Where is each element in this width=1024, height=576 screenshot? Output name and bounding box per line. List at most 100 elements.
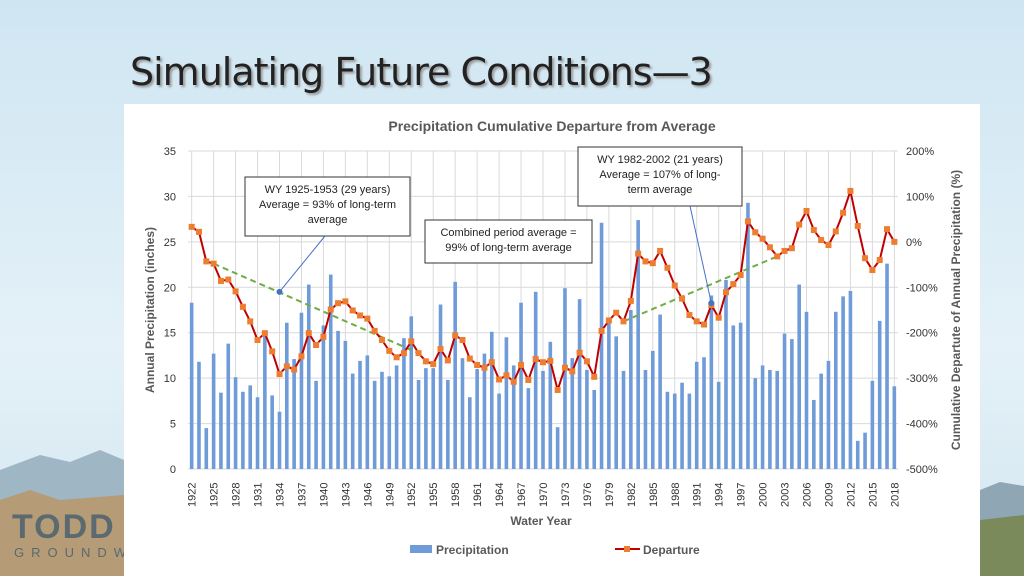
annotation-box xyxy=(577,146,743,207)
y-axis-title: Annual Precipitation (inches) xyxy=(143,227,157,393)
y-tick-label: 30 xyxy=(164,191,176,203)
departure-marker xyxy=(818,237,825,244)
departure-marker xyxy=(686,311,693,318)
departure-marker xyxy=(803,207,810,214)
x-tick-label: 1946 xyxy=(362,483,374,507)
precip-bar xyxy=(585,369,589,469)
departure-marker xyxy=(210,260,217,267)
precip-bar xyxy=(504,337,509,469)
precip-bar xyxy=(724,280,728,469)
precip-bar xyxy=(446,379,450,469)
departure-marker xyxy=(466,355,473,362)
precip-bar xyxy=(621,370,626,469)
departure-marker xyxy=(430,361,437,368)
precip-bar xyxy=(555,427,560,469)
precip-bar xyxy=(468,397,472,469)
precip-bar xyxy=(526,388,531,469)
precip-bar xyxy=(226,343,231,469)
departure-marker xyxy=(620,318,627,325)
departure-marker xyxy=(283,363,290,370)
precip-bar xyxy=(812,399,816,469)
x-tick-label: 1970 xyxy=(538,483,550,507)
x-tick-label: 1928 xyxy=(231,483,243,507)
departure-marker xyxy=(349,307,356,314)
precip-bar xyxy=(204,428,209,469)
y-tick-label: 10 xyxy=(164,373,176,385)
precip-bar xyxy=(358,360,362,469)
departure-marker xyxy=(642,258,649,265)
departure-marker xyxy=(496,376,503,383)
precip-bar xyxy=(629,310,633,469)
precip-bar xyxy=(833,311,838,469)
precip-bar xyxy=(189,302,194,469)
departure-marker xyxy=(796,221,803,228)
departure-marker xyxy=(291,366,298,373)
x-tick-label: 2000 xyxy=(758,483,770,507)
precip-bar xyxy=(643,369,648,469)
annotation-text: Average = 93% of long-term xyxy=(259,199,396,211)
departure-marker xyxy=(488,359,495,366)
annotation-text: WY 1982-2002 (21 years) xyxy=(597,154,723,166)
departure-marker xyxy=(759,235,766,242)
departure-marker xyxy=(781,247,788,254)
departure-marker xyxy=(635,250,642,257)
precip-bar xyxy=(497,393,501,469)
departure-marker xyxy=(583,358,590,365)
precip-bar xyxy=(577,299,582,469)
x-tick-label: 1985 xyxy=(648,483,660,507)
precip-bar xyxy=(475,369,479,469)
annotation-arrow xyxy=(689,205,712,304)
annotation-text: 99% of long-term average xyxy=(445,242,572,254)
x-tick-label: 1922 xyxy=(187,483,199,507)
x-tick-label: 1943 xyxy=(340,483,352,507)
departure-marker xyxy=(276,371,283,378)
departure-marker xyxy=(613,309,620,316)
trend-line xyxy=(213,262,419,355)
departure-marker xyxy=(569,368,576,375)
departure-marker xyxy=(320,333,327,340)
precip-bar xyxy=(402,338,406,469)
annotation-text: average xyxy=(308,214,348,226)
precip-bar xyxy=(380,371,384,469)
precip-bar xyxy=(416,379,421,469)
precip-bar xyxy=(365,355,370,469)
precip-bar xyxy=(328,274,333,469)
departure-marker xyxy=(679,295,686,302)
trend-line xyxy=(623,255,778,323)
departure-marker xyxy=(730,281,737,288)
departure-marker xyxy=(598,327,605,334)
precip-bar xyxy=(394,365,399,469)
precip-bar xyxy=(431,368,436,469)
x-tick-label: 1937 xyxy=(296,483,308,507)
precip-bar xyxy=(570,358,575,469)
x-tick-label: 2009 xyxy=(823,483,835,507)
departure-marker xyxy=(305,330,312,337)
precip-bar xyxy=(336,330,340,469)
departure-marker xyxy=(239,303,246,310)
departure-marker xyxy=(510,378,517,385)
departure-marker xyxy=(261,330,268,337)
departure-marker xyxy=(459,336,466,343)
departure-marker xyxy=(810,227,817,234)
precip-bar xyxy=(709,295,714,469)
precip-bar xyxy=(738,322,743,469)
precip-bar xyxy=(636,220,640,469)
x-tick-label: 1976 xyxy=(582,483,594,507)
precip-bar xyxy=(460,358,465,469)
precip-bar xyxy=(614,336,618,469)
precip-bar xyxy=(650,350,655,469)
precip-bar xyxy=(760,365,765,469)
y-tick-label: 25 xyxy=(164,237,176,249)
precip-bar xyxy=(702,357,706,469)
legend-departure-marker xyxy=(624,546,630,552)
precip-bar xyxy=(306,284,311,469)
departure-marker xyxy=(664,264,671,271)
precip-bar xyxy=(672,393,677,469)
precip-bar xyxy=(885,263,889,469)
precip-bar xyxy=(716,381,721,469)
y2-tick-label: 200% xyxy=(906,146,934,158)
departure-marker xyxy=(693,318,700,325)
x-tick-label: 1955 xyxy=(428,483,440,507)
departure-marker xyxy=(540,359,546,366)
y2-tick-label: 0% xyxy=(906,237,922,249)
